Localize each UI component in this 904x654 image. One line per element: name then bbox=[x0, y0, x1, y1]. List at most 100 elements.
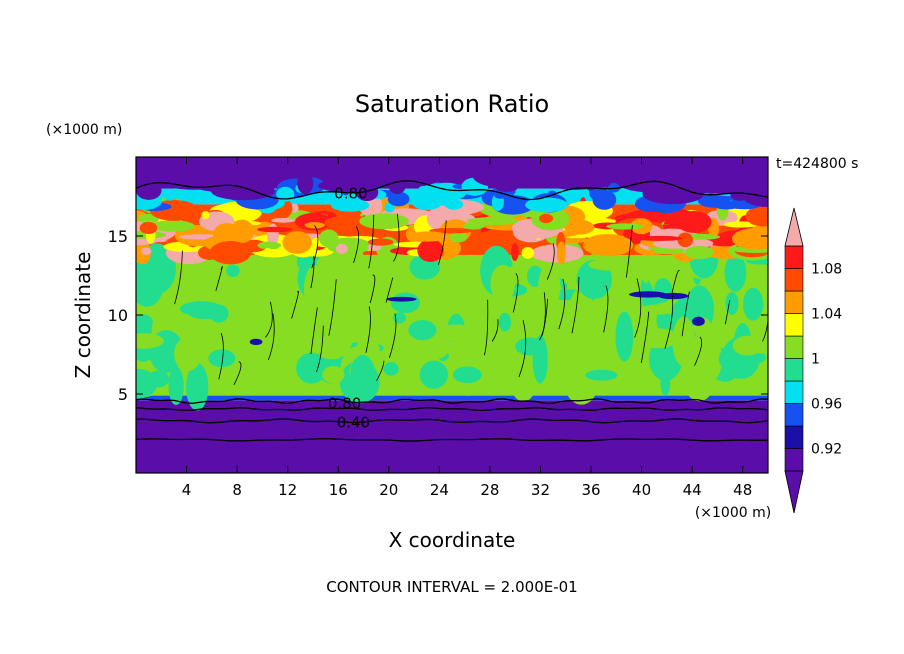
texture-blob bbox=[324, 216, 370, 230]
texture-blob bbox=[503, 359, 532, 395]
texture-blob bbox=[139, 221, 158, 235]
contour-line-minor bbox=[365, 306, 371, 353]
texture-blob bbox=[335, 243, 348, 254]
contour-line-minor bbox=[539, 292, 546, 341]
contour-line-4 bbox=[136, 406, 768, 412]
texture-blob bbox=[619, 206, 632, 212]
texture-blob bbox=[136, 333, 164, 349]
colorbar-tick-label: 0.92 bbox=[811, 442, 842, 458]
texture-blob bbox=[409, 231, 448, 242]
texture-blob bbox=[463, 222, 485, 230]
colorbar-segment bbox=[784, 403, 804, 427]
contour-line-minor bbox=[546, 243, 555, 280]
texture-blob bbox=[639, 304, 676, 315]
texture-blob bbox=[297, 172, 314, 195]
texture-blob bbox=[636, 235, 683, 241]
texture-blob bbox=[429, 227, 473, 234]
y-tick-label: 5 bbox=[118, 385, 128, 404]
texture-blob bbox=[263, 247, 273, 257]
texture-blob bbox=[582, 167, 599, 191]
contour-line-minor bbox=[310, 255, 315, 289]
texture-blob bbox=[417, 183, 455, 197]
contour-line-minor bbox=[369, 274, 376, 304]
contour-line-minor bbox=[640, 311, 650, 363]
texture-blob bbox=[745, 205, 768, 227]
texture-blob bbox=[684, 245, 714, 260]
texture-blob bbox=[372, 197, 383, 215]
x-axis-ticks: 4 8 12 16 20 24 28 32 36 40 44 48 bbox=[182, 157, 752, 499]
texture-blob bbox=[615, 311, 634, 362]
contour-line-minor bbox=[310, 307, 318, 355]
x-unit-label: (×1000 m) bbox=[695, 505, 771, 521]
contour-line-minor bbox=[664, 295, 674, 349]
texture-blob bbox=[732, 227, 768, 250]
contour-line-minor bbox=[291, 290, 299, 319]
colorbar-segment bbox=[784, 448, 804, 472]
texture-blob bbox=[249, 294, 271, 324]
colorbar-segment bbox=[784, 290, 804, 314]
x-tick-label: 4 bbox=[182, 481, 192, 499]
texture-blob bbox=[628, 291, 667, 298]
texture-blob bbox=[208, 349, 236, 368]
contour-line-minor bbox=[681, 291, 690, 337]
texture-blob bbox=[692, 316, 705, 327]
contour-line-minor bbox=[233, 361, 242, 386]
texture-blob bbox=[658, 292, 689, 300]
texture-blob bbox=[359, 213, 409, 230]
texture-blob bbox=[390, 292, 421, 313]
x-axis-title: X coordinate bbox=[389, 528, 516, 552]
texture-blob bbox=[282, 231, 312, 254]
texture-blob bbox=[452, 366, 482, 384]
texture-blob bbox=[414, 348, 447, 360]
texture-blob bbox=[701, 338, 723, 381]
texture-blob bbox=[612, 255, 630, 269]
texture-blob bbox=[521, 246, 535, 259]
texture-blob bbox=[697, 161, 743, 186]
texture-blob bbox=[453, 270, 468, 293]
contour-line-minor bbox=[174, 250, 183, 305]
texture-blob bbox=[435, 197, 451, 206]
heatmap-band-0 bbox=[136, 400, 768, 473]
texture-blob bbox=[230, 219, 255, 244]
contour-line-minor bbox=[518, 320, 527, 378]
x-tick-label: 40 bbox=[632, 481, 651, 499]
texture-blob bbox=[741, 341, 768, 354]
texture-blob bbox=[319, 229, 339, 248]
time-label: t=424800 s bbox=[776, 156, 858, 172]
colorbar-segment bbox=[784, 425, 804, 449]
texture-blob bbox=[498, 312, 512, 332]
texture-blob bbox=[555, 325, 597, 370]
x-tick-label: 24 bbox=[430, 481, 449, 499]
texture-blob bbox=[257, 226, 293, 233]
texture-blob bbox=[271, 217, 296, 223]
colorbar-tick-label: 1.08 bbox=[811, 262, 842, 278]
texture-blob bbox=[147, 370, 170, 388]
y-tick-label: 10 bbox=[108, 306, 128, 325]
colorbar-tick-label: 1.04 bbox=[811, 307, 842, 323]
contour-line-3 bbox=[136, 437, 768, 442]
contour-interval-note: CONTOUR INTERVAL = 2.000E-01 bbox=[326, 578, 577, 596]
heatmap-plot-area bbox=[136, 157, 768, 473]
texture-blob bbox=[743, 287, 764, 321]
texture-blob bbox=[186, 362, 209, 411]
texture-blob bbox=[642, 184, 704, 205]
texture-blob bbox=[145, 259, 161, 276]
texture-blob bbox=[515, 337, 545, 356]
texture-blob bbox=[724, 253, 747, 292]
contour-line-minor bbox=[694, 336, 703, 366]
texture-blob bbox=[317, 179, 382, 193]
contour-line-0 bbox=[136, 180, 768, 201]
contour-line-minor bbox=[491, 319, 499, 342]
contour-line-minor bbox=[311, 225, 319, 269]
texture-blob bbox=[725, 291, 739, 315]
texture-blob bbox=[249, 338, 263, 346]
contour-line-1 bbox=[136, 398, 768, 405]
texture-blob bbox=[607, 182, 621, 193]
contour-line-minor bbox=[265, 301, 273, 338]
contour-line-minor bbox=[634, 278, 642, 338]
x-tick-label: 16 bbox=[329, 481, 348, 499]
texture-blob bbox=[538, 264, 561, 309]
texture-blob bbox=[449, 336, 479, 373]
texture-blob bbox=[245, 334, 270, 358]
